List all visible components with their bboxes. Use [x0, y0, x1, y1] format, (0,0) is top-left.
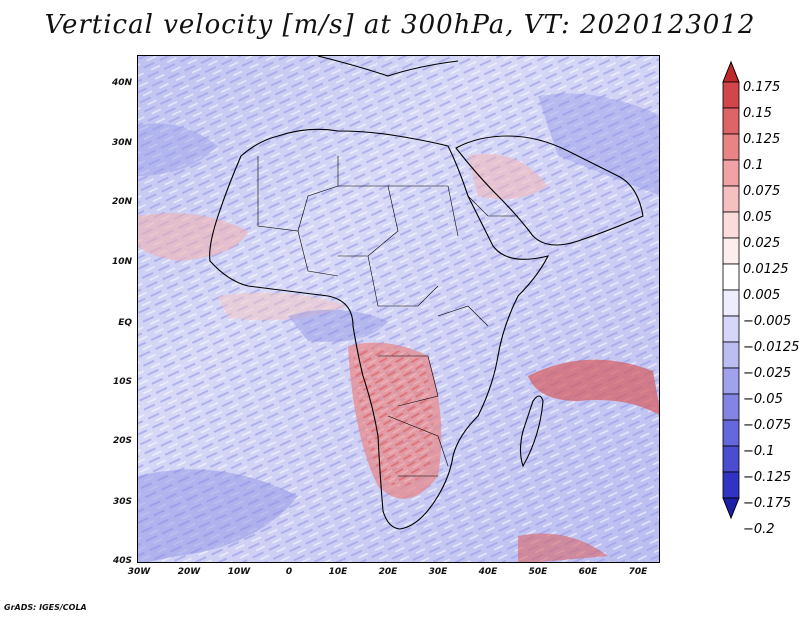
colorbar-min-arrow [722, 497, 740, 520]
colorbar-label: −0.2 [743, 522, 775, 537]
colorbar-max-arrow [722, 60, 740, 83]
velocity-field-map [138, 56, 659, 562]
lat-label: 30S [112, 497, 132, 507]
colorbar-segment [722, 185, 740, 213]
map-title: Vertical velocity [m/s] at 300hPa, VT: 2… [44, 10, 756, 40]
lat-label: EQ [118, 318, 132, 328]
colorbar-label: 0.075 [743, 184, 781, 199]
colorbar-segment [722, 237, 740, 265]
colorbar-segment [722, 393, 740, 421]
colorbar-label: 0.125 [743, 132, 781, 147]
colorbar-segment [722, 419, 740, 447]
colorbar-segment [722, 445, 740, 473]
colorbar-segment [722, 159, 740, 187]
lon-label: 10E [328, 567, 348, 577]
lat-label: 20S [112, 436, 132, 446]
lon-label: 0 [285, 567, 293, 577]
lon-label: 40E [478, 567, 498, 577]
colorbar-segment [722, 107, 740, 135]
colorbar-segment [722, 471, 740, 499]
colorbar-segment [722, 81, 740, 109]
lon-label: 60E [578, 567, 598, 577]
colorbar-label: −0.05 [743, 392, 783, 407]
colorbar-label: −0.125 [743, 470, 792, 485]
ascent-patches [138, 154, 659, 562]
colorbar-label: 0.025 [743, 236, 781, 251]
colorbar-label: 0.1 [743, 158, 764, 173]
lon-label: 70E [628, 567, 648, 577]
colorbar [722, 60, 740, 520]
colorbar-label: 0.005 [743, 288, 781, 303]
lon-label: 20E [378, 567, 398, 577]
lat-label: 30N [111, 138, 132, 148]
lat-label: 10N [111, 257, 132, 267]
colorbar-segment [722, 367, 740, 395]
lat-label: 10S [112, 377, 132, 387]
colorbar-label: 0.0125 [743, 262, 789, 277]
lon-label: 30E [428, 567, 448, 577]
lon-label: 10W [227, 567, 251, 577]
colorbar-label: −0.175 [743, 496, 792, 511]
map-panel [137, 55, 660, 563]
colorbar-segment [722, 211, 740, 239]
lat-label: 40S [112, 556, 132, 566]
colorbar-segment [722, 289, 740, 317]
software-credit: GrADS: IGES/COLA [4, 603, 87, 612]
colorbar-label: −0.005 [743, 314, 792, 329]
coastlines [209, 56, 644, 530]
colorbar-label: 0.175 [743, 80, 781, 95]
country-borders [257, 156, 518, 477]
descent-patches [138, 93, 659, 562]
lat-label: 40N [111, 78, 132, 88]
colorbar-label: 0.15 [743, 106, 772, 121]
colorbar-label: −0.025 [743, 366, 792, 381]
colorbar-segment [722, 133, 740, 161]
lon-label: 50E [528, 567, 548, 577]
lon-label: 20W [177, 567, 201, 577]
colorbar-segment [722, 263, 740, 291]
colorbar-segment [722, 341, 740, 369]
colorbar-label: −0.1 [743, 444, 775, 459]
colorbar-segment [722, 315, 740, 343]
colorbar-label: −0.075 [743, 418, 792, 433]
lat-label: 20N [111, 197, 132, 207]
colorbar-label: −0.0125 [743, 340, 800, 355]
colorbar-label: 0.05 [743, 210, 772, 225]
lon-label: 30W [127, 567, 151, 577]
